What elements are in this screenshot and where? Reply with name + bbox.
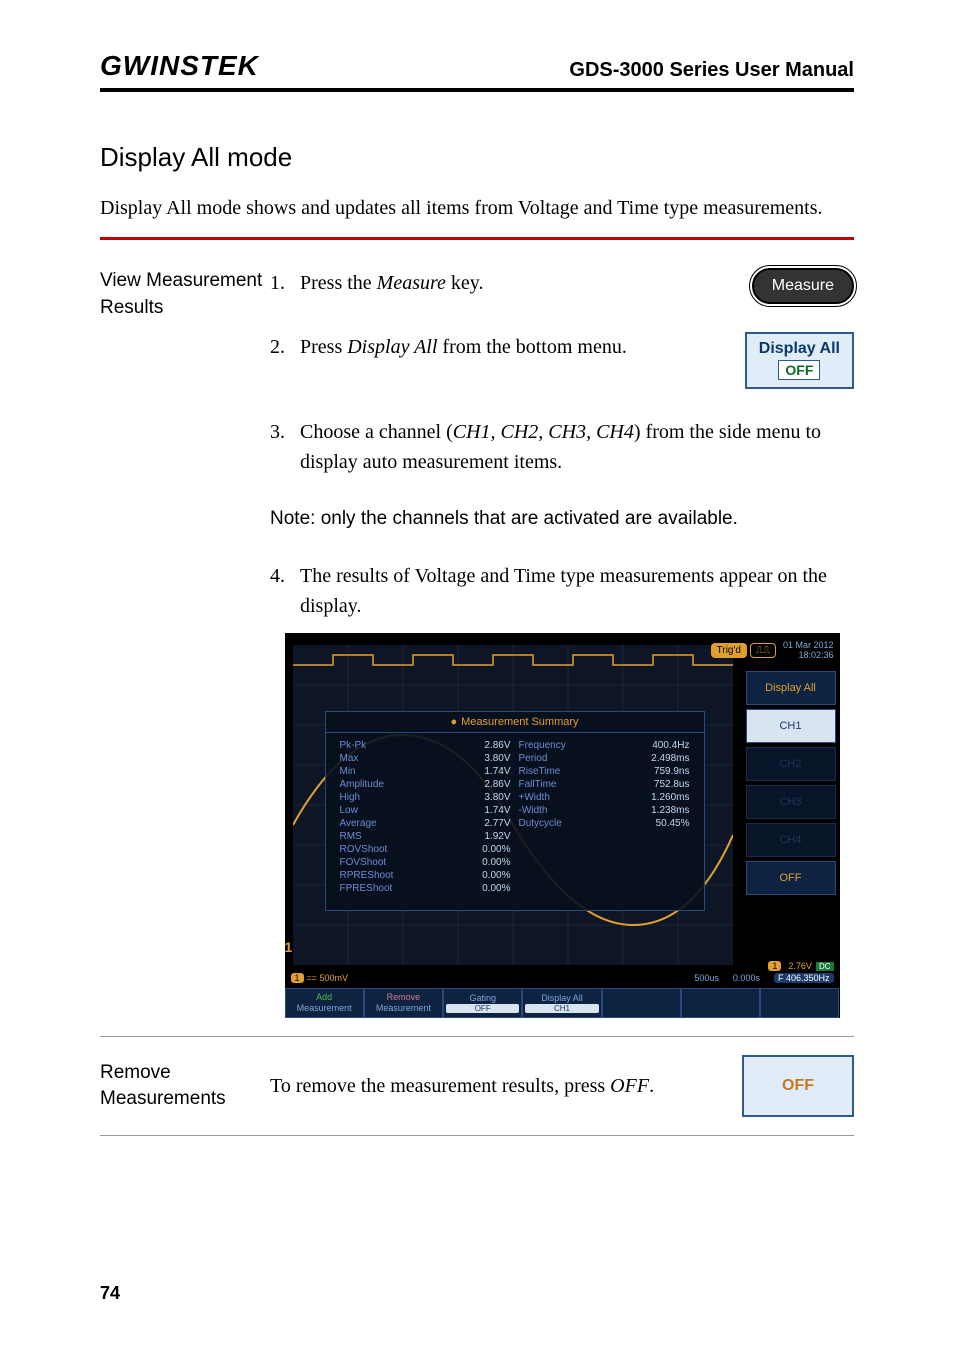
side-ch4[interactable]: CH4 [746,823,836,857]
measurement-item: Dutycycle50.45% [515,817,694,830]
trigger-status: Trig'd [711,643,747,658]
off-menu-button[interactable]: OFF [742,1055,854,1117]
section-title: Display All mode [100,142,854,173]
step-num: 4. [270,561,300,621]
measurement-item: Pk-Pk2.86V [336,739,515,752]
measurement-item: High3.80V [336,791,515,804]
step-num: 1. [270,268,300,298]
ch1-scale: == 500mV [307,973,349,983]
scope-bottom-menu: Add Measurement Remove Measurement Gatin… [285,988,840,1018]
side-ch1[interactable]: CH1 [746,709,836,743]
bm-add[interactable]: Add Measurement [285,988,364,1018]
measurement-item: Amplitude2.86V [336,778,515,791]
remove-text: To remove the measurement results, press… [270,1071,742,1101]
measurement-item: Average2.77V [336,817,515,830]
step-body: The results of Voltage and Time type mea… [300,561,854,621]
note-text: Note: only the channels that are activat… [270,505,854,534]
bm-empty [681,988,760,1018]
measurement-col-time: Frequency400.4HzPeriod2.498msRiseTime759… [515,739,694,895]
display-all-menu-button[interactable]: Display All OFF [745,332,854,389]
measurement-item: -Width1.238ms [515,804,694,817]
measurement-item: FPREShoot0.00% [336,882,515,895]
gray-divider [100,1036,854,1037]
measurement-item: RPREShoot0.00% [336,869,515,882]
bm-gating[interactable]: Gating OFF [443,988,522,1018]
dc-badge: DC [816,962,834,971]
side-display-all[interactable]: Display All [746,671,836,705]
measure-key-button[interactable]: Measure [752,268,854,304]
red-divider [100,237,854,240]
step-1: 1. Press the Measure key. Measure [270,268,854,304]
intro-text: Display All mode shows and updates all i… [100,193,854,223]
side-ch3[interactable]: CH3 [746,785,836,819]
measurement-summary-panel: Measurement Summary Pk-Pk2.86VMax3.80VMi… [325,711,705,911]
bm-display-all[interactable]: Display All CH1 [522,988,601,1018]
oscilloscope-screenshot: 1 Trig'd ⎍⎍ 01 Mar 2012 18:02:36 Display… [285,633,840,1018]
bm-empty [602,988,681,1018]
side-off[interactable]: OFF [746,861,836,895]
measurement-item: +Width1.260ms [515,791,694,804]
page-number: 74 [100,1283,120,1304]
trigger-level-row: 1 2.76V DC [768,961,833,971]
step-body: Choose a channel (CH1, CH2, CH3, CH4) fr… [300,417,854,477]
coupling-icon: ⎍⎍ [750,643,776,658]
step-3: 3. Choose a channel (CH1, CH2, CH3, CH4)… [270,417,854,477]
step-2: 2. Press Display All from the bottom men… [270,332,854,389]
step-num: 3. [270,417,300,477]
measurement-item: Frequency400.4Hz [515,739,694,752]
bm-remove[interactable]: Remove Measurement [364,988,443,1018]
scope-side-menu: Display All CH1 CH2 CH3 CH4 OFF [746,671,836,899]
page-header: GWINSTEK GDS-3000 Series User Manual [100,50,854,92]
timebase: 500us [694,973,719,983]
measurement-col-voltage: Pk-Pk2.86VMax3.80VMin1.74VAmplitude2.86V… [336,739,515,895]
measurement-item: FallTime752.8us [515,778,694,791]
h-position: 0.000s [733,973,760,983]
ch1-ground-marker: 1 [285,939,293,955]
step-4: 4. The results of Voltage and Time type … [270,561,854,621]
measurement-item: Period2.498ms [515,752,694,765]
measurement-item: Min1.74V [336,765,515,778]
scope-status-bar: 1 == 500mV 500us 0.000s F 406.350Hz [285,970,840,986]
measurement-item: ROVShoot0.00% [336,843,515,856]
measurement-item: Low1.74V [336,804,515,817]
step-body: Press Display All from the bottom menu. [300,332,735,362]
view-results-label: View Measurement Results [100,268,270,1018]
measurement-item: RMS1.92V [336,830,515,843]
side-ch2[interactable]: CH2 [746,747,836,781]
step-body: Press the Measure key. [300,268,742,298]
manual-title: GDS-3000 Series User Manual [569,59,854,82]
bm-empty [760,988,839,1018]
remove-label: Remove Measurements [100,1060,270,1113]
step-num: 2. [270,332,300,362]
measurement-item: FOVShoot0.00% [336,856,515,869]
gray-divider [100,1135,854,1136]
measurement-summary-title: Measurement Summary [326,712,704,733]
datetime-display: 01 Mar 2012 18:02:36 [779,641,834,661]
measurement-item: RiseTime759.9ns [515,765,694,778]
brand-logo: GWINSTEK [100,50,259,82]
freq-counter: F 406.350Hz [774,973,834,983]
scope-top-bar: Trig'd ⎍⎍ 01 Mar 2012 18:02:36 [285,633,840,668]
measurement-item: Max3.80V [336,752,515,765]
ch1-indicator: 1 [291,973,304,983]
